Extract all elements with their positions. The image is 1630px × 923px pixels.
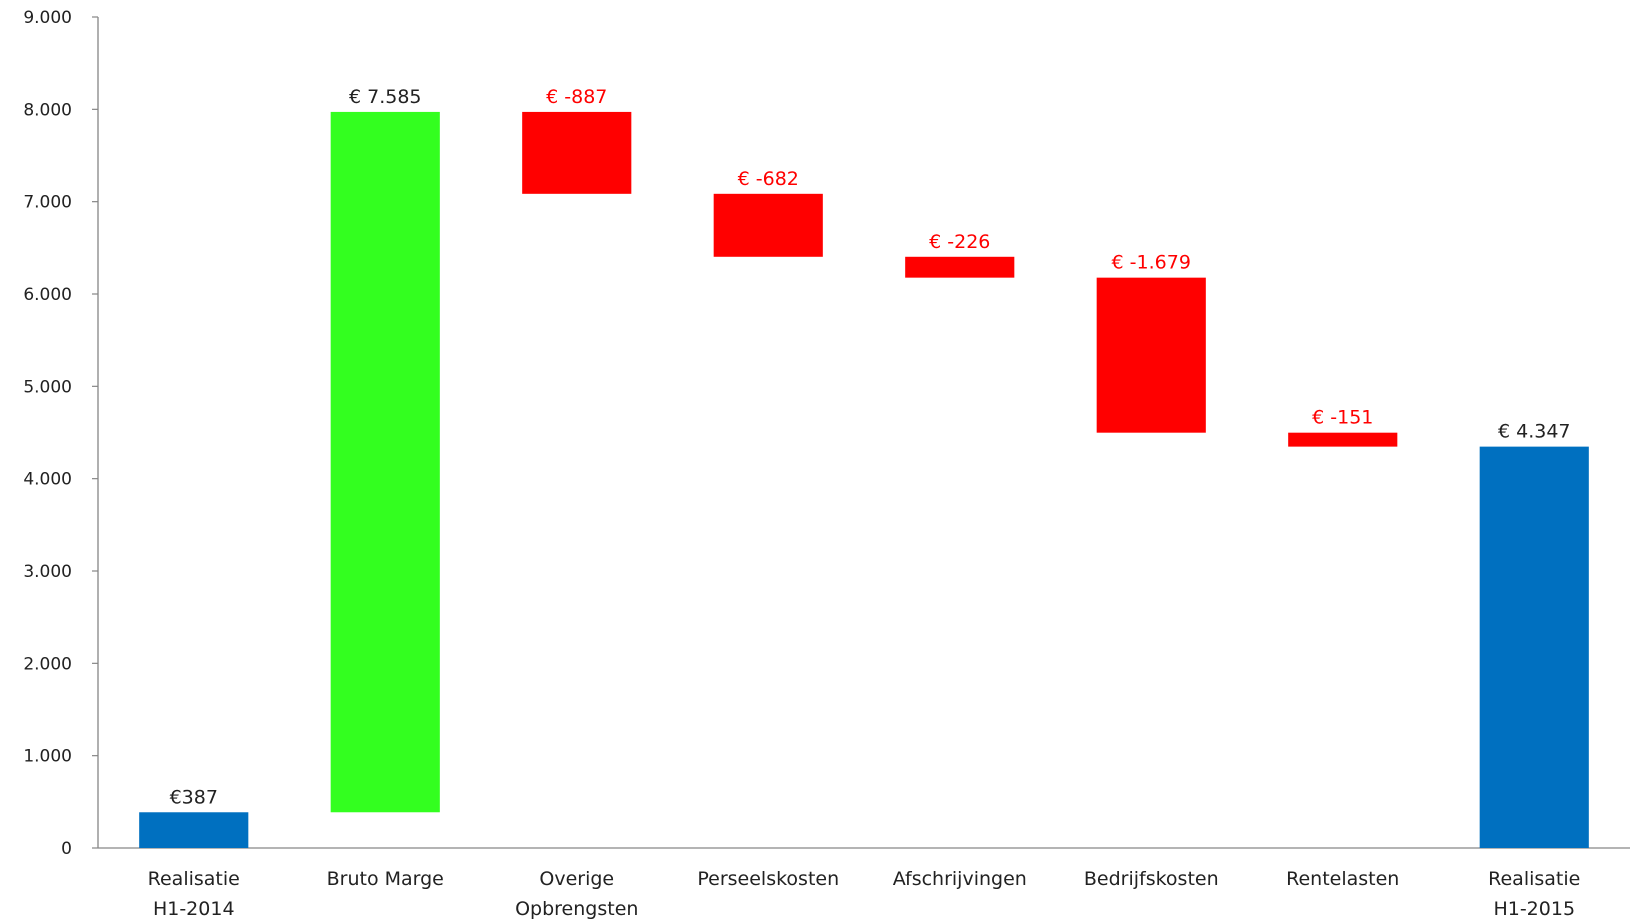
category-label: Perseelskosten xyxy=(697,868,839,890)
data-label: € -1.679 xyxy=(1112,252,1191,274)
y-tick-label: 5.000 xyxy=(23,377,72,397)
y-tick-label: 4.000 xyxy=(23,470,72,490)
data-label: € -151 xyxy=(1312,407,1373,429)
y-tick-label: 1.000 xyxy=(23,747,72,767)
y-tick-label: 6.000 xyxy=(23,285,72,305)
bar-decrease xyxy=(522,111,632,194)
category-label: Opbrengsten xyxy=(515,898,638,920)
y-tick-label: 9.000 xyxy=(23,8,72,28)
data-labels: €387 € 7.585 € -887 € -682 € -226 € -1.679 € -… xyxy=(170,86,1571,808)
category-label: Bedrijfskosten xyxy=(1084,868,1219,890)
category-label: Realisatie xyxy=(148,868,240,890)
axes: 0 1.000 2.000 3.000 4.000 5.000 6.000 7.000 8.00… xyxy=(23,8,1630,859)
y-tick-label: 8.000 xyxy=(23,100,72,120)
data-label: €387 xyxy=(170,786,218,808)
y-tick-label: 0 xyxy=(61,839,72,859)
category-label: H1-2014 xyxy=(153,898,235,920)
data-label: € -682 xyxy=(738,168,799,190)
category-label: H1-2015 xyxy=(1493,898,1575,920)
bar-decrease xyxy=(1288,432,1398,447)
bar-decrease xyxy=(713,193,823,257)
data-label: € 4.347 xyxy=(1498,421,1571,443)
y-tick-label: 7.000 xyxy=(23,193,72,213)
category-label: Rentelasten xyxy=(1286,868,1399,890)
data-label: € -226 xyxy=(929,231,990,253)
bar-decrease xyxy=(1096,277,1206,433)
category-label: Bruto Marge xyxy=(327,868,444,890)
category-label: Overige xyxy=(539,868,614,890)
y-tick-label: 3.000 xyxy=(23,562,72,582)
bars xyxy=(139,111,1589,848)
y-tick-label: 2.000 xyxy=(23,654,72,674)
category-label: Realisatie xyxy=(1488,868,1580,890)
bar-decrease xyxy=(905,256,1015,278)
bar-total xyxy=(139,812,249,848)
data-label: € 7.585 xyxy=(349,86,422,108)
bar-total xyxy=(1479,446,1589,848)
category-labels: Realisatie H1-2014 Bruto Marge Overige Opbre… xyxy=(148,868,1581,920)
data-label: € -887 xyxy=(546,86,607,108)
category-label: Afschrijvingen xyxy=(893,868,1027,890)
bar-increase xyxy=(330,111,440,813)
